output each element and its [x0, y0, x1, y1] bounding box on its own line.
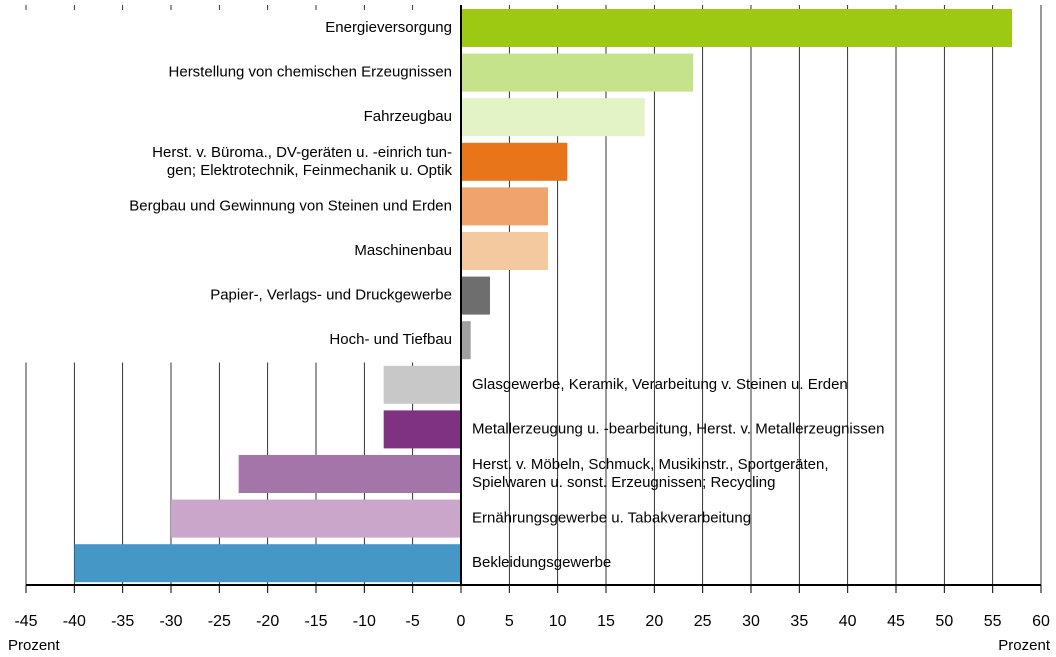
category-label: Herst. v. Möbeln, Schmuck, Musikinstr., …: [472, 456, 829, 491]
category-label: Herstellung von chemischen Erzeugnissen: [169, 64, 452, 81]
x-tick-label: 35: [790, 613, 808, 630]
bar: [171, 499, 461, 538]
x-tick-label: 60: [1032, 613, 1050, 630]
x-tick-label: 15: [597, 613, 615, 630]
bar: [461, 9, 1012, 47]
x-tick-label: -30: [159, 613, 182, 630]
category-label: Glasgewerbe, Keramik, Verarbeitung v. St…: [472, 376, 848, 393]
x-tick-label: 40: [839, 613, 857, 630]
category-label: Energieversorgung: [325, 19, 452, 36]
x-tick-label: -45: [14, 613, 37, 630]
bar: [383, 410, 461, 449]
x-axis-label-right: Prozent: [998, 637, 1051, 654]
x-tick-label: 25: [694, 613, 712, 630]
category-label: Papier-, Verlags- und Druckgewerbe: [210, 287, 452, 304]
bar: [383, 365, 461, 404]
x-tick-label: 10: [549, 613, 567, 630]
bar: [461, 53, 693, 92]
category-label: Herst. v. Büroma., DV-geräten u. -einric…: [152, 144, 452, 179]
bar: [74, 544, 461, 583]
category-label: Metallerzeugung u. -bearbeitung, Herst. …: [472, 420, 884, 437]
bar: [461, 187, 548, 226]
category-label: Fahrzeugbau: [364, 108, 452, 125]
category-label: Bergbau und Gewinnung von Steinen und Er…: [129, 197, 452, 214]
x-tick-label: 5: [505, 613, 514, 630]
category-label: Hoch- und Tiefbau: [329, 331, 452, 348]
bar: [461, 232, 548, 270]
bar: [238, 455, 461, 493]
bar: [461, 98, 645, 137]
x-tick-label: 30: [742, 613, 760, 630]
category-label: Maschinenbau: [354, 242, 452, 259]
x-tick-label: -15: [304, 613, 327, 630]
bar: [461, 276, 490, 315]
x-tick-label: 55: [984, 613, 1002, 630]
category-label: Ernährungsgewerbe u. Tabakverarbeitung: [472, 510, 751, 527]
category-label: Bekleidungsgewerbe: [472, 554, 611, 571]
x-tick-label: 20: [645, 613, 663, 630]
x-tick-label: 0: [457, 613, 466, 630]
x-tick-label: 45: [887, 613, 905, 630]
x-tick-label: -5: [406, 613, 420, 630]
bar: [461, 142, 568, 181]
x-tick-label: -10: [353, 613, 376, 630]
x-tick-label: -25: [208, 613, 231, 630]
x-tick-label: 50: [935, 613, 953, 630]
bar: [461, 321, 471, 360]
x-tick-label: -40: [63, 613, 86, 630]
x-tick-label: -20: [256, 613, 279, 630]
x-axis-label-left: Prozent: [8, 637, 61, 654]
x-tick-label: -35: [111, 613, 134, 630]
